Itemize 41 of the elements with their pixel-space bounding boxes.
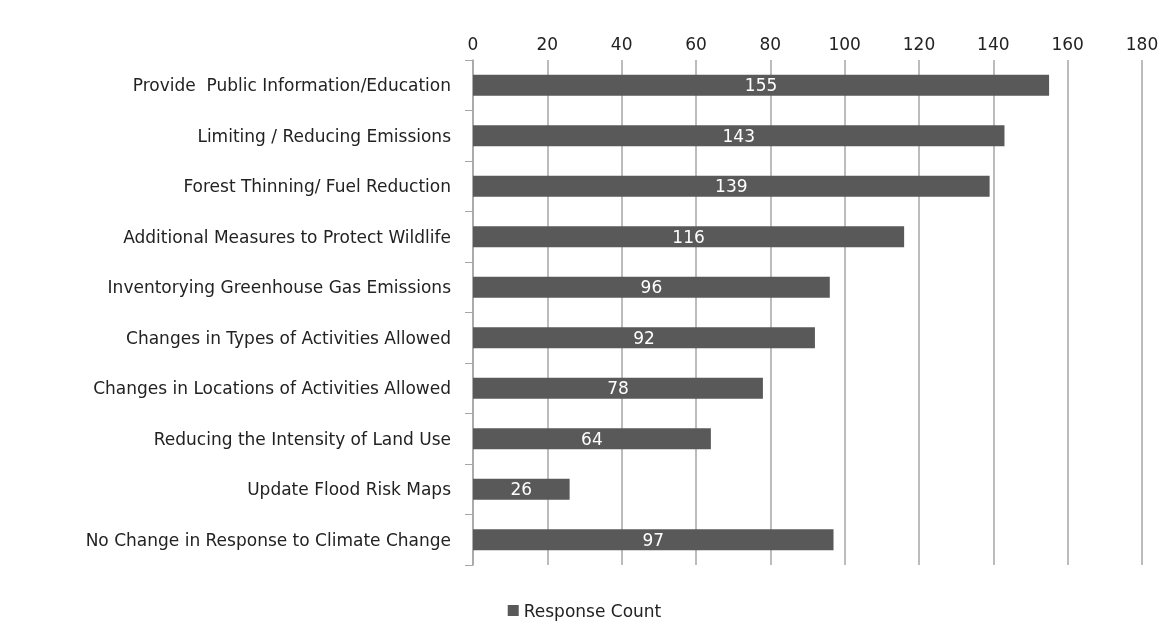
data-label: 116 [672,226,705,247]
y-tick-label: Changes in Locations of Activities Allowed [93,378,451,399]
y-tick-label: Forest Thinning/ Fuel Reduction [183,176,451,197]
bar [473,478,570,500]
bar [473,428,711,450]
x-tick-label: 40 [610,33,633,54]
bar [473,226,905,248]
x-tick-label: 60 [685,33,707,54]
bar [473,529,834,551]
data-label: 78 [607,378,629,399]
y-tick-label: Limiting / Reducing Emissions [197,125,452,146]
bar [473,377,763,399]
legend-label: Response Count [523,600,662,621]
y-tick-label: No Change in Response to Climate Change [85,529,451,550]
y-tick-label: Additional Measures to Protect Wildlife [123,226,451,247]
bar [473,327,815,349]
data-label: 26 [510,479,533,500]
y-tick-label: Update Flood Risk Maps [247,479,452,500]
x-tick-label: 120 [902,33,936,54]
x-tick-label: 180 [1125,33,1159,54]
x-tick-label: 100 [828,33,861,54]
x-tick-label: 160 [1051,33,1084,54]
x-tick-label: 20 [536,33,559,54]
y-tick-label: Provide Public Information/Education [132,75,451,96]
data-label: 143 [722,125,755,146]
x-tick-label: 140 [977,33,1010,54]
data-label: 92 [633,327,655,348]
data-label: 155 [744,75,778,96]
y-tick-label: Reducing the Intensity of Land Use [153,428,451,449]
x-tick-label: 80 [759,33,782,54]
data-label: 64 [581,428,603,449]
bar [473,125,1005,147]
y-tick-label: Changes in Types of Activities Allowed [126,327,451,348]
data-label: 96 [640,277,663,298]
data-label: 139 [715,176,748,197]
data-label: 97 [642,529,665,550]
bar [473,175,990,197]
bar [473,276,830,298]
x-tick-label: 0 [467,33,479,54]
bar [473,74,1050,96]
y-tick-label: Inventorying Greenhouse Gas Emissions [107,277,452,298]
